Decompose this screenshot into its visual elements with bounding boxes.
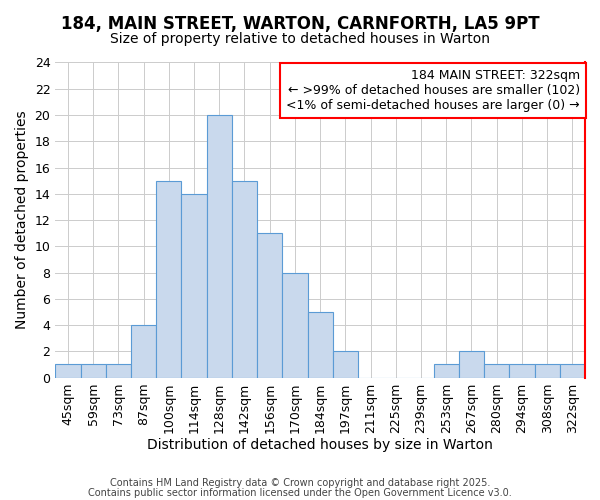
Y-axis label: Number of detached properties: Number of detached properties [15,110,29,330]
Bar [232,180,257,378]
Bar [181,194,206,378]
Bar [484,364,509,378]
Bar [156,180,181,378]
Bar [106,364,131,378]
Text: Contains HM Land Registry data © Crown copyright and database right 2025.: Contains HM Land Registry data © Crown c… [110,478,490,488]
Bar [535,364,560,378]
Bar [509,364,535,378]
X-axis label: Distribution of detached houses by size in Warton: Distribution of detached houses by size … [147,438,493,452]
Bar [560,364,585,378]
Bar [308,312,333,378]
Bar [55,364,80,378]
Bar [434,364,459,378]
Bar [257,233,283,378]
Bar [459,352,484,378]
Bar [80,364,106,378]
Bar [131,325,156,378]
Text: 184, MAIN STREET, WARTON, CARNFORTH, LA5 9PT: 184, MAIN STREET, WARTON, CARNFORTH, LA5… [61,15,539,33]
Bar [283,272,308,378]
Text: Contains public sector information licensed under the Open Government Licence v3: Contains public sector information licen… [88,488,512,498]
Text: Size of property relative to detached houses in Warton: Size of property relative to detached ho… [110,32,490,46]
Bar [206,115,232,378]
Text: 184 MAIN STREET: 322sqm
← >99% of detached houses are smaller (102)
<1% of semi-: 184 MAIN STREET: 322sqm ← >99% of detach… [286,69,580,112]
Bar [333,352,358,378]
